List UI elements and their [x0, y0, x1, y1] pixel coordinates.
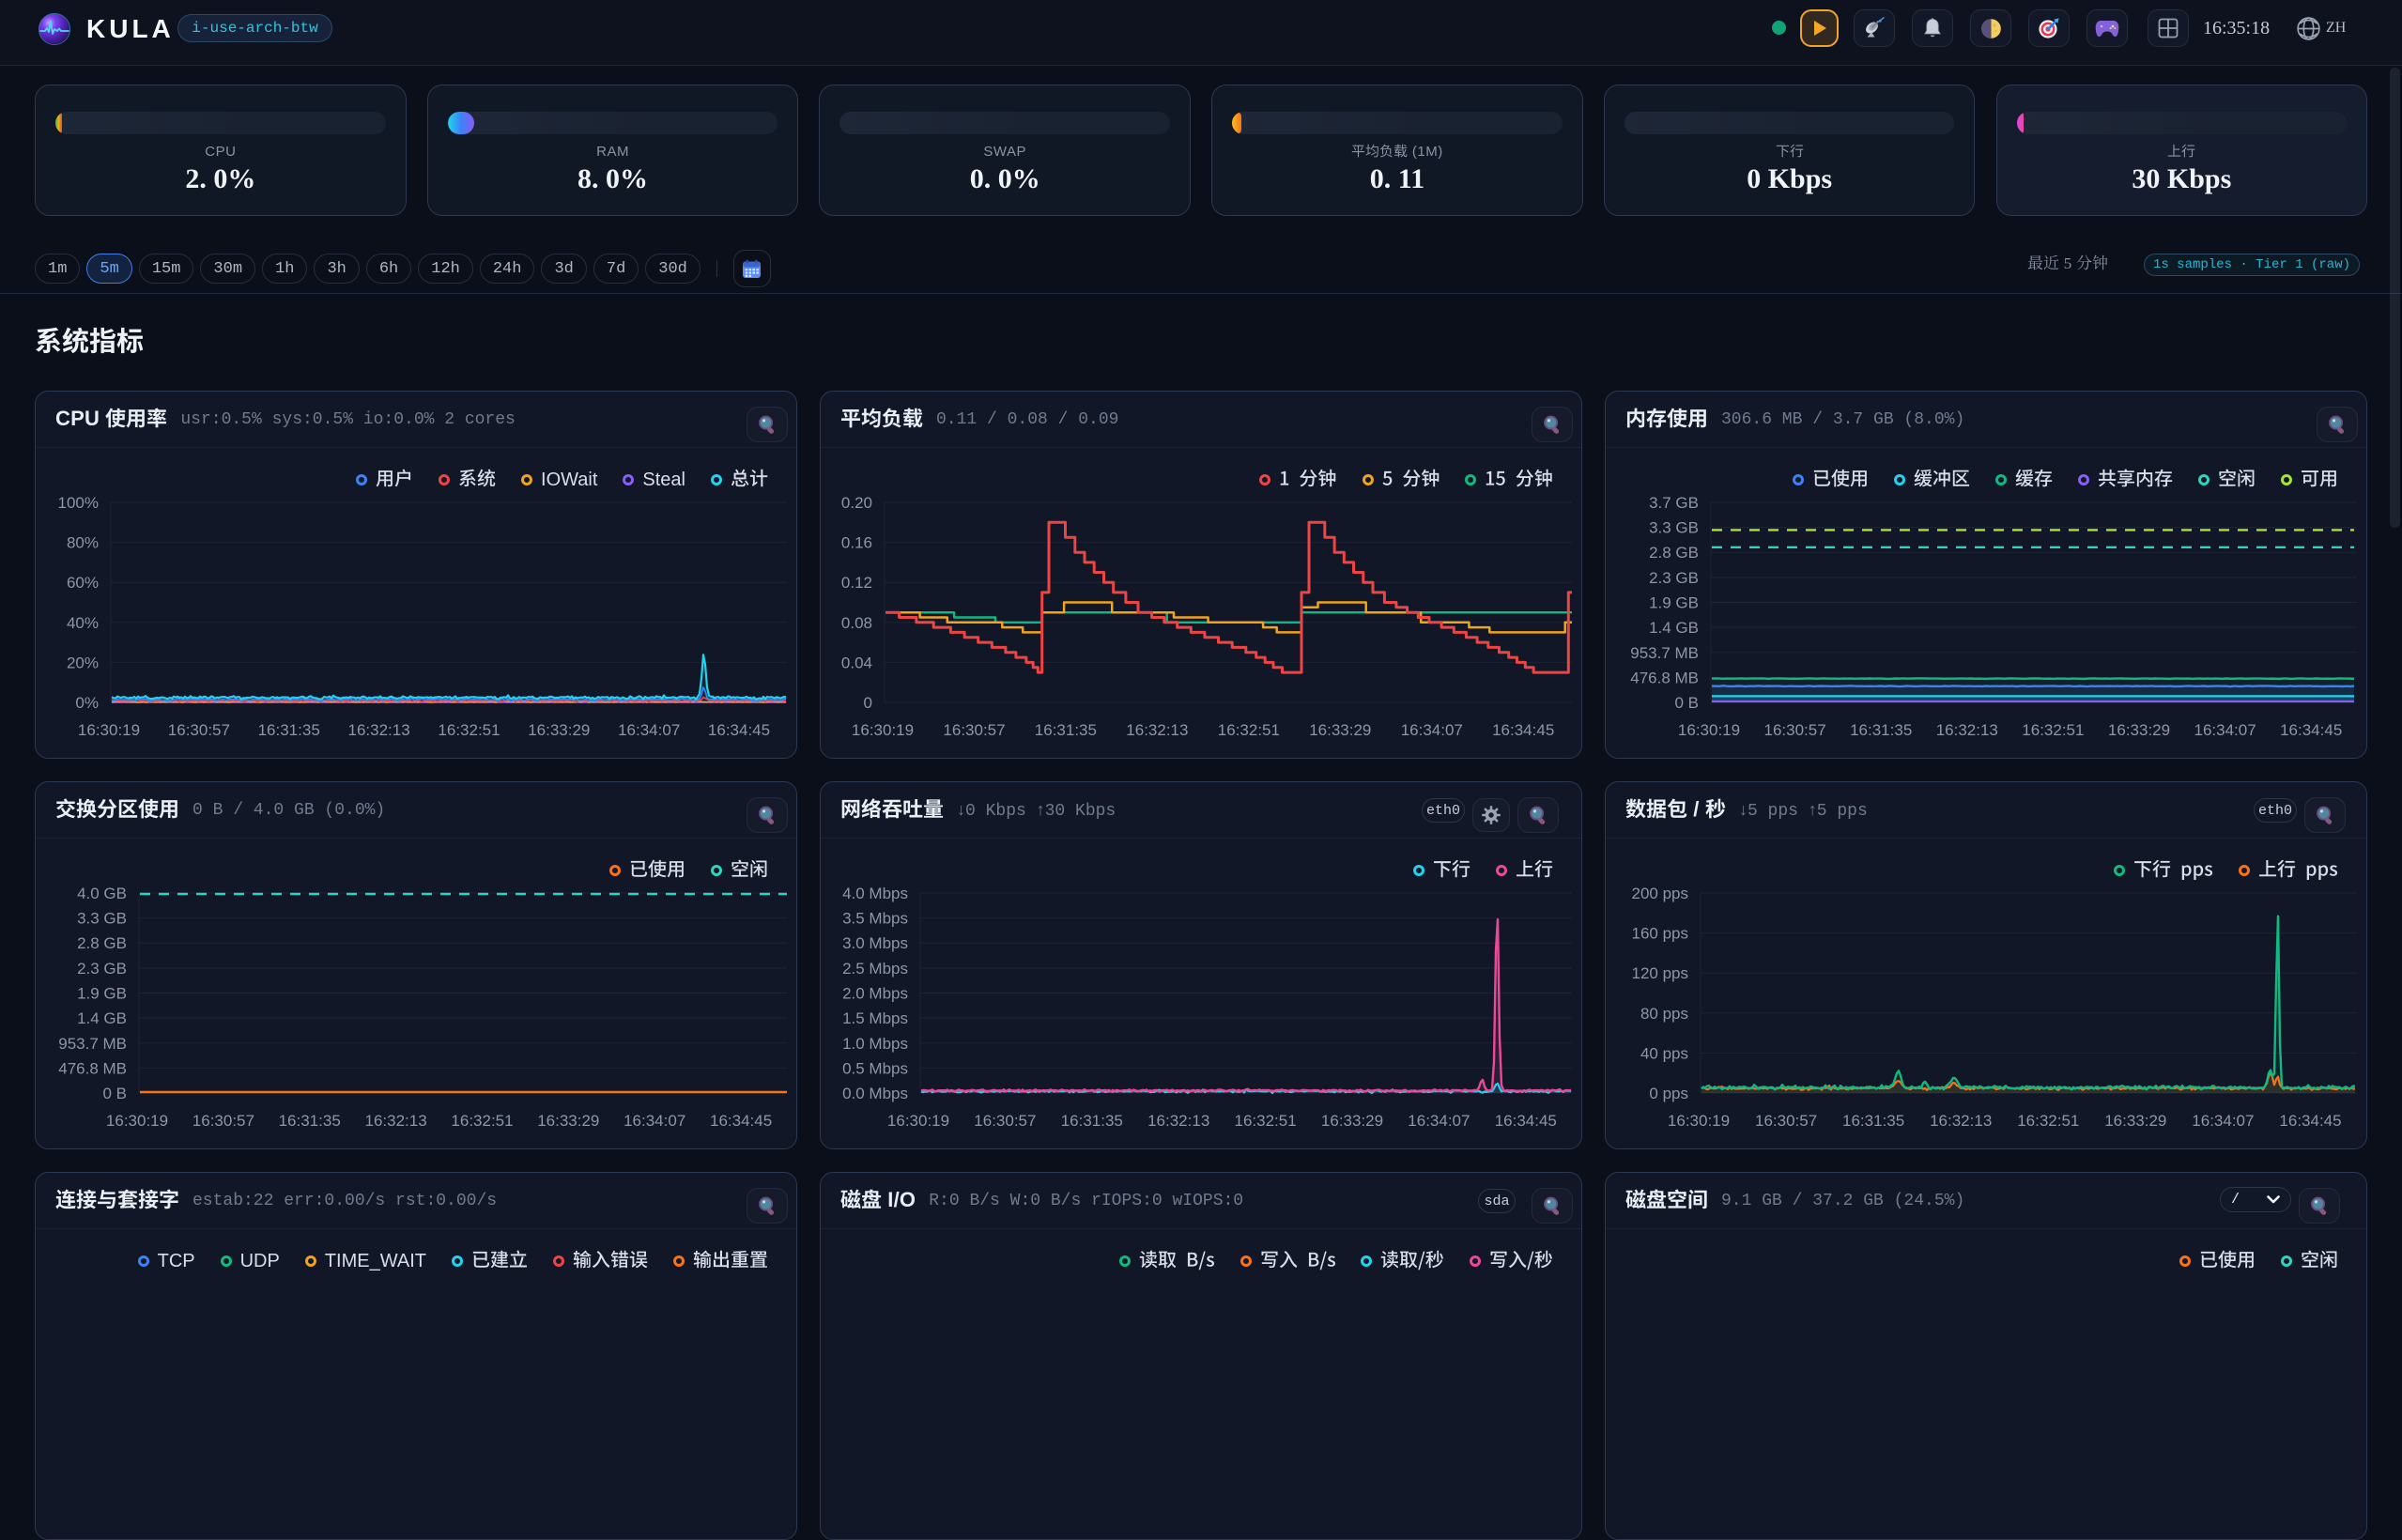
svg-text:1.4 GB: 1.4 GB [1649, 619, 1699, 637]
svg-text:2.8 GB: 2.8 GB [77, 934, 127, 952]
svg-text:16:32:51: 16:32:51 [2022, 721, 2084, 739]
svg-text:16:30:57: 16:30:57 [1764, 721, 1826, 739]
svg-text:0.12: 0.12 [841, 574, 872, 592]
svg-text:80 pps: 80 pps [1640, 1005, 1688, 1023]
svg-text:2.0 Mbps: 2.0 Mbps [842, 985, 908, 1003]
svg-text:16:32:51: 16:32:51 [438, 721, 500, 739]
svg-text:0%: 0% [75, 694, 99, 712]
svg-text:2.8 GB: 2.8 GB [1649, 544, 1699, 562]
svg-text:16:30:19: 16:30:19 [106, 1112, 168, 1130]
svg-text:953.7 MB: 953.7 MB [58, 1035, 127, 1053]
svg-text:16:34:45: 16:34:45 [1492, 721, 1554, 739]
svg-text:3.7 GB: 3.7 GB [1649, 494, 1699, 512]
svg-text:200 pps: 200 pps [1632, 885, 1689, 902]
svg-text:16:31:35: 16:31:35 [279, 1112, 341, 1130]
svg-text:2.3 GB: 2.3 GB [1649, 569, 1699, 587]
svg-text:16:32:13: 16:32:13 [348, 721, 410, 739]
svg-text:16:32:13: 16:32:13 [1126, 721, 1188, 739]
svg-text:40%: 40% [67, 614, 99, 632]
svg-text:16:32:51: 16:32:51 [1218, 721, 1280, 739]
svg-text:16:32:13: 16:32:13 [1936, 721, 1998, 739]
svg-text:16:32:13: 16:32:13 [1147, 1112, 1209, 1130]
svg-text:16:30:19: 16:30:19 [78, 721, 140, 739]
svg-text:16:32:13: 16:32:13 [1930, 1112, 1992, 1130]
svg-text:4.0 GB: 4.0 GB [77, 885, 127, 902]
svg-text:160 pps: 160 pps [1632, 925, 1689, 943]
svg-text:16:30:57: 16:30:57 [1755, 1112, 1817, 1130]
svg-text:953.7 MB: 953.7 MB [1630, 644, 1699, 662]
svg-text:16:30:57: 16:30:57 [192, 1112, 254, 1130]
svg-text:3.3 GB: 3.3 GB [77, 910, 127, 928]
svg-text:16:34:07: 16:34:07 [618, 721, 680, 739]
svg-text:16:34:45: 16:34:45 [710, 1112, 772, 1130]
svg-text:1.9 GB: 1.9 GB [77, 985, 127, 1003]
svg-text:0.16: 0.16 [841, 534, 872, 552]
svg-text:16:34:07: 16:34:07 [2194, 721, 2256, 739]
svg-text:16:33:29: 16:33:29 [537, 1112, 599, 1130]
svg-text:60%: 60% [67, 574, 99, 592]
svg-text:16:33:29: 16:33:29 [2104, 1112, 2166, 1130]
svg-text:16:32:51: 16:32:51 [1235, 1112, 1297, 1130]
svg-text:0 B: 0 B [102, 1085, 127, 1102]
svg-text:3.5 Mbps: 3.5 Mbps [842, 910, 908, 928]
svg-text:0 B: 0 B [1674, 694, 1699, 712]
svg-text:1.0 Mbps: 1.0 Mbps [842, 1035, 908, 1053]
svg-text:16:31:35: 16:31:35 [1035, 721, 1097, 739]
svg-text:16:33:29: 16:33:29 [1309, 721, 1371, 739]
svg-text:16:33:29: 16:33:29 [1321, 1112, 1383, 1130]
svg-text:476.8 MB: 476.8 MB [58, 1059, 127, 1077]
svg-text:16:31:35: 16:31:35 [1850, 721, 1912, 739]
svg-text:0: 0 [864, 694, 872, 712]
svg-text:16:34:45: 16:34:45 [2279, 1112, 2341, 1130]
svg-text:16:34:07: 16:34:07 [2192, 1112, 2254, 1130]
svg-text:16:30:19: 16:30:19 [887, 1112, 949, 1130]
svg-text:16:30:57: 16:30:57 [974, 1112, 1036, 1130]
svg-text:0.0 Mbps: 0.0 Mbps [842, 1085, 908, 1102]
svg-text:1.4 GB: 1.4 GB [77, 1009, 127, 1027]
svg-text:2.3 GB: 2.3 GB [77, 960, 127, 978]
svg-text:16:30:19: 16:30:19 [1678, 721, 1740, 739]
svg-text:16:32:51: 16:32:51 [2017, 1112, 2079, 1130]
svg-text:16:31:35: 16:31:35 [1842, 1112, 1904, 1130]
svg-text:3.3 GB: 3.3 GB [1649, 519, 1699, 537]
svg-text:0 pps: 0 pps [1649, 1085, 1688, 1102]
svg-text:100%: 100% [58, 494, 99, 512]
svg-text:16:33:29: 16:33:29 [528, 721, 590, 739]
svg-text:80%: 80% [67, 534, 99, 552]
svg-text:16:34:45: 16:34:45 [708, 721, 770, 739]
svg-text:16:34:07: 16:34:07 [624, 1112, 685, 1130]
svg-text:16:34:07: 16:34:07 [1401, 721, 1463, 739]
svg-text:476.8 MB: 476.8 MB [1630, 669, 1699, 686]
svg-text:3.0 Mbps: 3.0 Mbps [842, 934, 908, 952]
svg-text:16:30:19: 16:30:19 [1668, 1112, 1730, 1130]
svg-text:16:34:45: 16:34:45 [2280, 721, 2342, 739]
svg-text:20%: 20% [67, 654, 99, 671]
svg-text:16:34:45: 16:34:45 [1495, 1112, 1557, 1130]
svg-text:1.5 Mbps: 1.5 Mbps [842, 1009, 908, 1027]
svg-text:16:32:51: 16:32:51 [451, 1112, 513, 1130]
svg-text:0.5 Mbps: 0.5 Mbps [842, 1059, 908, 1077]
svg-text:120 pps: 120 pps [1632, 964, 1689, 982]
svg-text:0.08: 0.08 [841, 614, 872, 632]
svg-text:16:34:07: 16:34:07 [1408, 1112, 1470, 1130]
svg-text:40 pps: 40 pps [1640, 1044, 1688, 1062]
svg-text:16:30:57: 16:30:57 [943, 721, 1005, 739]
svg-text:16:30:19: 16:30:19 [852, 721, 914, 739]
svg-text:2.5 Mbps: 2.5 Mbps [842, 960, 908, 978]
svg-text:16:30:57: 16:30:57 [168, 721, 230, 739]
svg-text:0.20: 0.20 [841, 494, 872, 512]
svg-text:4.0 Mbps: 4.0 Mbps [842, 885, 908, 902]
svg-text:16:32:13: 16:32:13 [365, 1112, 427, 1130]
svg-text:16:31:35: 16:31:35 [258, 721, 320, 739]
svg-text:1.9 GB: 1.9 GB [1649, 594, 1699, 612]
svg-text:0.04: 0.04 [841, 654, 872, 671]
svg-text:16:33:29: 16:33:29 [2108, 721, 2170, 739]
svg-text:16:31:35: 16:31:35 [1061, 1112, 1123, 1130]
